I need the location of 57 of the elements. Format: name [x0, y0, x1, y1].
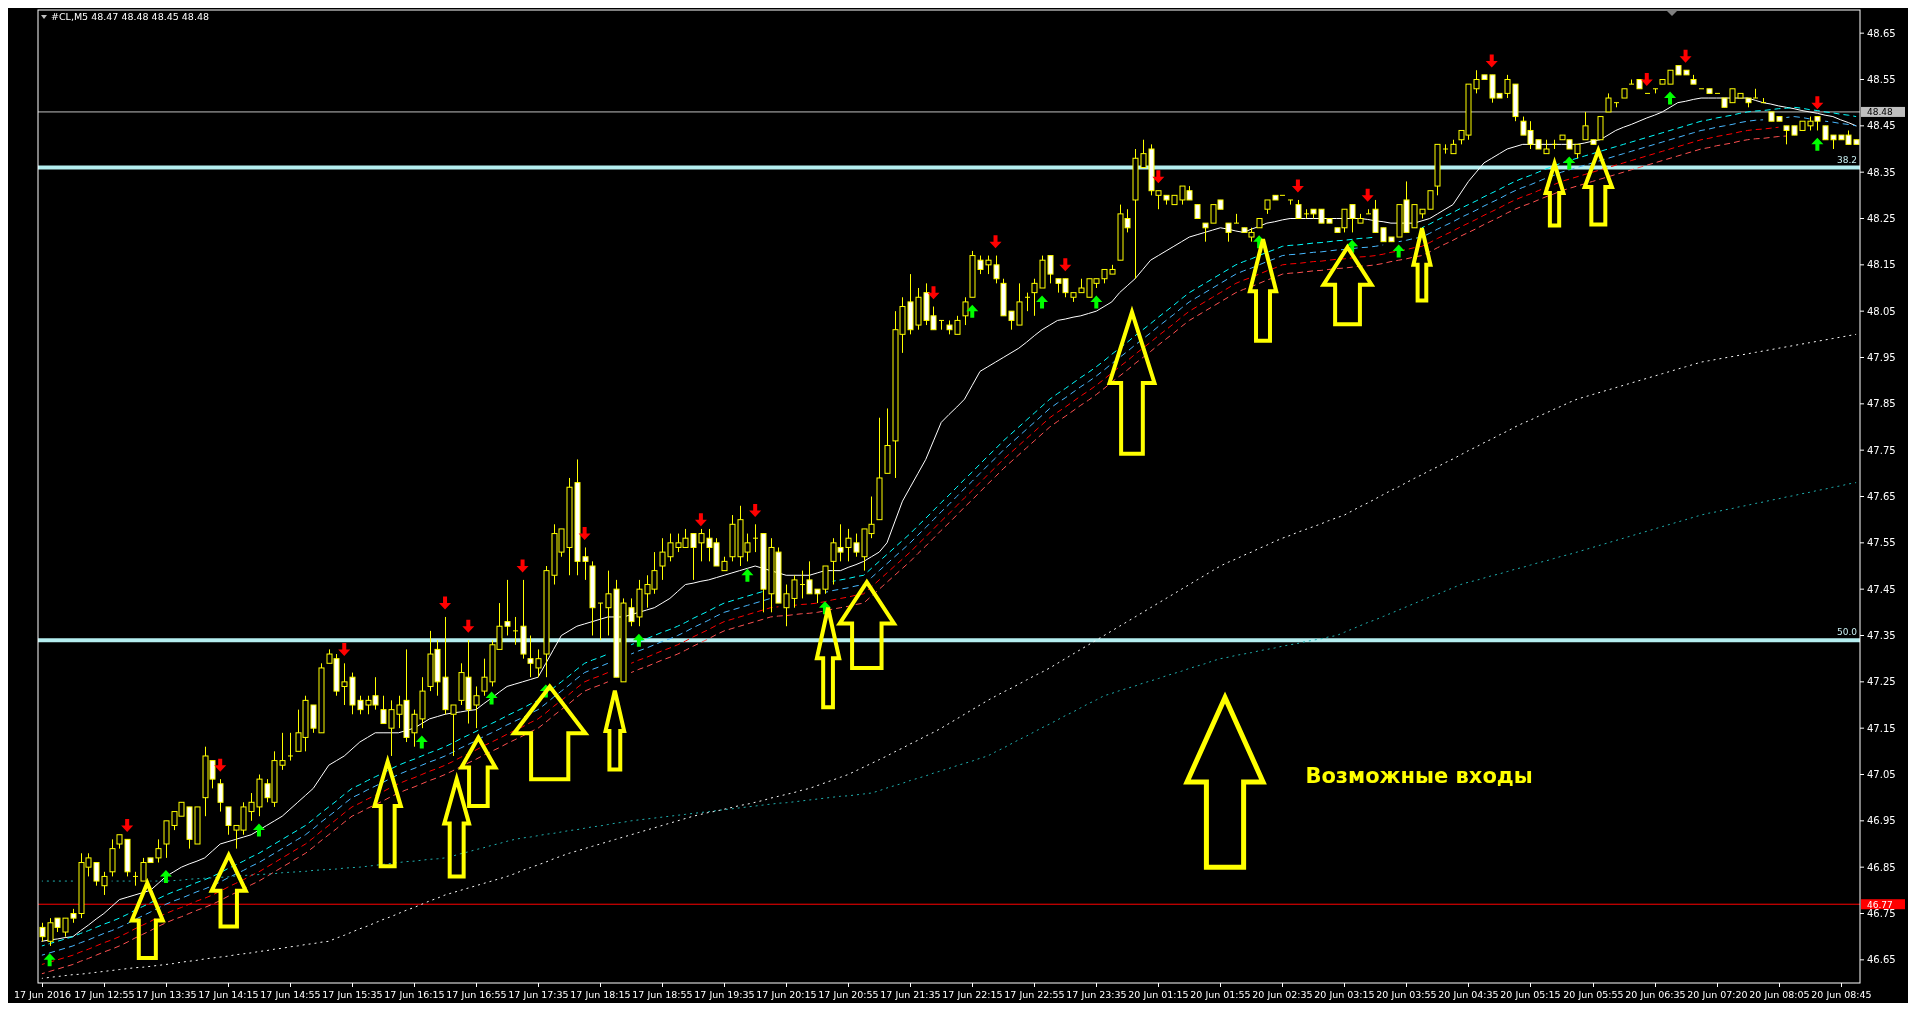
ref-line-label: 48.48: [1867, 107, 1894, 118]
chart-title: #CL,M5 48.47 48.48 48.45 48.48: [51, 11, 210, 22]
y-tick-label: 47.25: [1867, 676, 1896, 688]
x-tick-label: 17 Jun 12:55: [74, 989, 135, 1000]
x-tick-label: 17 Jun 2016: [13, 989, 72, 1000]
x-tick-label: 20 Jun 08:45: [1811, 989, 1872, 1000]
x-tick-label: 20 Jun 08:05: [1749, 989, 1810, 1000]
x-tick-label: 20 Jun 04:35: [1438, 989, 1499, 1000]
y-tick-label: 46.85: [1867, 861, 1896, 873]
x-tick-label: 20 Jun 01:55: [1190, 989, 1251, 1000]
x-tick-label: 20 Jun 03:15: [1314, 989, 1375, 1000]
x-tick-label: 20 Jun 05:15: [1500, 989, 1561, 1000]
y-tick-label: 46.95: [1867, 815, 1896, 827]
y-tick-label: 47.15: [1867, 722, 1896, 734]
y-tick-label: 46.65: [1867, 954, 1896, 966]
annotation: 50.0: [1836, 627, 1858, 638]
x-tick-label: 20 Jun 02:35: [1252, 989, 1313, 1000]
x-tick-label: 17 Jun 16:15: [384, 989, 445, 1000]
x-tick-label: 20 Jun 03:55: [1376, 989, 1437, 1000]
y-tick-label: 48.45: [1867, 120, 1896, 132]
y-tick-label: 48.25: [1867, 213, 1896, 224]
x-tick-label: 17 Jun 13:35: [136, 989, 197, 1000]
y-tick-label: 47.35: [1867, 630, 1896, 641]
x-tick-label: 17 Jun 22:15: [942, 989, 1003, 1000]
ref-line-label: 46.77: [1867, 899, 1893, 910]
x-tick-label: 17 Jun 17:35: [508, 989, 569, 1000]
x-tick-label: 17 Jun 18:55: [632, 989, 693, 1000]
y-tick-label: 48.55: [1867, 74, 1896, 85]
y-tick-label: 46.75: [1867, 908, 1896, 919]
x-tick-label: 17 Jun 20:55: [818, 989, 879, 1000]
y-tick-label: 48.65: [1867, 27, 1896, 39]
y-tick-label: 48.05: [1867, 305, 1896, 317]
y-tick-label: 47.45: [1867, 583, 1896, 595]
y-tick-label: 47.75: [1867, 444, 1896, 456]
y-tick-label: 47.05: [1867, 769, 1896, 780]
x-tick-label: 17 Jun 20:15: [756, 989, 817, 1000]
y-tick-label: 48.35: [1867, 166, 1896, 178]
x-tick-label: 20 Jun 06:35: [1625, 989, 1686, 1000]
x-tick-label: 20 Jun 01:15: [1128, 989, 1189, 1000]
x-tick-label: 17 Jun 15:35: [322, 989, 383, 1000]
x-tick-label: 17 Jun 23:35: [1066, 989, 1127, 1000]
annotation: Возможные входы: [1305, 763, 1533, 788]
x-tick-label: 17 Jun 21:35: [880, 989, 941, 1000]
y-tick-label: 47.85: [1867, 398, 1896, 410]
x-tick-label: 17 Jun 14:15: [198, 989, 259, 1000]
x-tick-label: 17 Jun 22:55: [1004, 989, 1065, 1000]
y-tick-label: 47.55: [1867, 537, 1896, 549]
y-tick-label: 47.65: [1867, 491, 1896, 502]
y-tick-label: 48.15: [1867, 259, 1896, 271]
x-tick-label: 20 Jun 07:20: [1687, 989, 1748, 1000]
x-tick-label: 17 Jun 14:55: [260, 989, 321, 1000]
x-tick-label: 17 Jun 16:55: [446, 989, 507, 1000]
x-tick-label: 17 Jun 18:15: [570, 989, 631, 1000]
x-tick-label: 20 Jun 05:55: [1563, 989, 1624, 1000]
y-tick-label: 47.95: [1867, 352, 1896, 363]
x-tick-label: 17 Jun 19:35: [694, 989, 755, 1000]
annotation: 38.2: [1836, 154, 1857, 165]
